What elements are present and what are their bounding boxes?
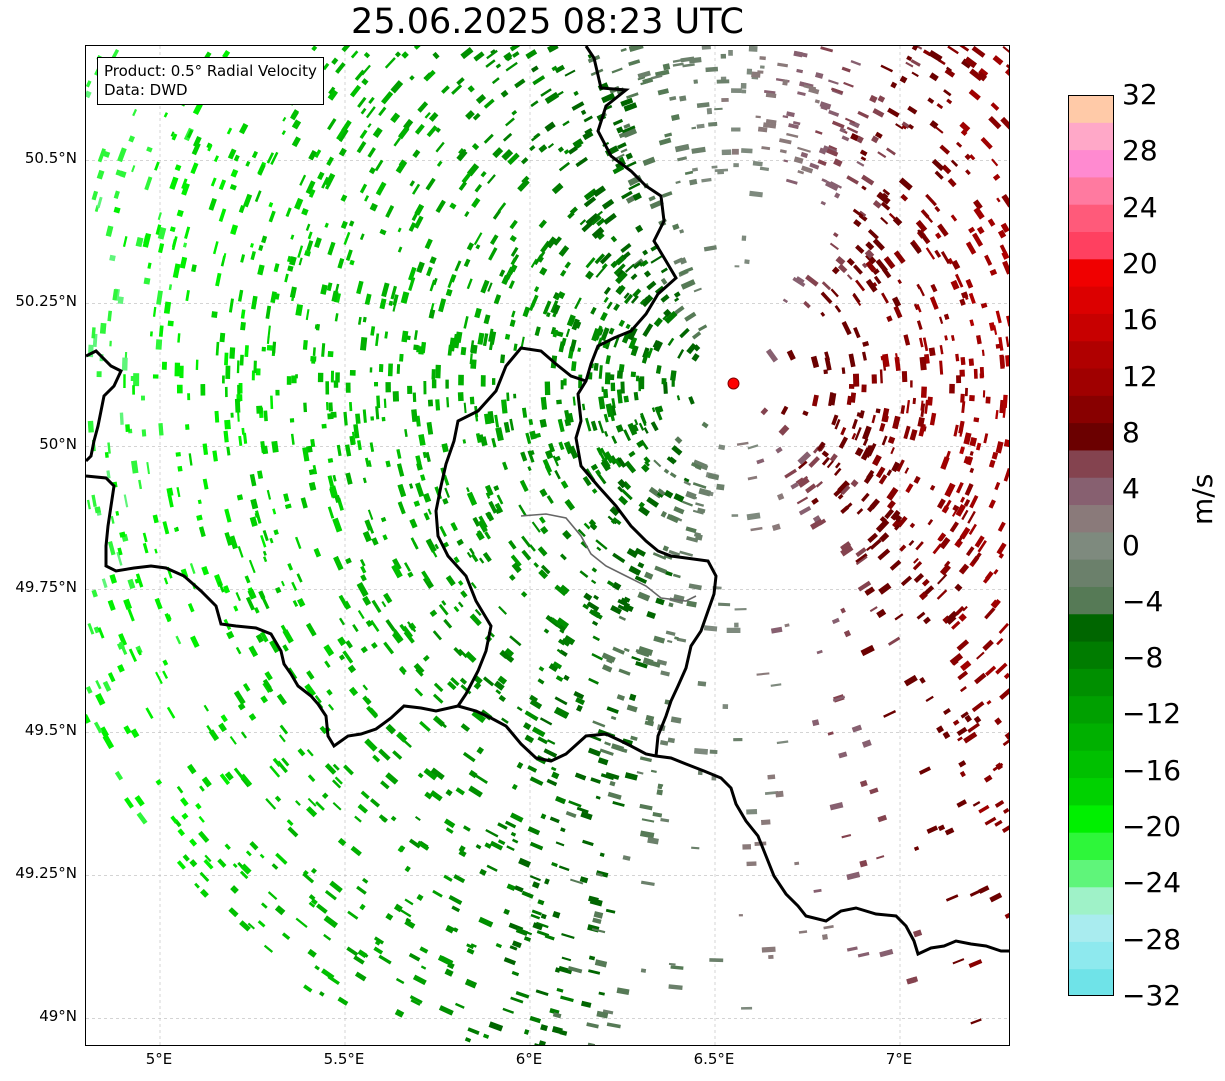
lon-tick-label: 5.5°E — [323, 1050, 365, 1068]
border-line-be-fr — [86, 474, 459, 749]
colorbar-tick-label: −32 — [1122, 979, 1182, 1012]
info-box: Product: 0.5° Radial Velocity Data: DWD — [97, 57, 324, 105]
colorbar-frame — [1068, 95, 1114, 996]
radar-site-marker — [727, 377, 740, 390]
colorbar-segment — [1068, 122, 1114, 151]
colorbar-tick-label: 16 — [1122, 303, 1158, 337]
colorbar-segment — [1068, 641, 1114, 669]
colorbar-segment — [1068, 286, 1114, 314]
colorbar-segment — [1068, 832, 1114, 860]
border-line-nl-be — [86, 349, 123, 463]
border-line-be-lux — [434, 346, 587, 707]
lon-tick-label: 7°E — [885, 1050, 913, 1068]
colorbar-segment — [1068, 258, 1114, 287]
colorbar-segment — [1068, 231, 1114, 260]
colorbar-segment — [1068, 968, 1114, 996]
colorbar-tick-label: −12 — [1122, 697, 1182, 731]
lat-tick-label: 50.25°N — [15, 292, 77, 311]
colorbar-segment — [1068, 149, 1114, 178]
colorbar-tick-label: −28 — [1122, 922, 1182, 956]
colorbar-tick-label: −16 — [1122, 753, 1182, 787]
colorbar-segment — [1068, 613, 1114, 642]
colorbar-unit-label: m/s — [1186, 473, 1219, 525]
colorbar-segment — [1068, 176, 1114, 205]
colorbar-tick-label: −8 — [1122, 641, 1164, 675]
lat-tick-label: 49.5°N — [24, 721, 77, 740]
colorbar-segment — [1068, 668, 1114, 697]
colorbar-segment — [1068, 750, 1114, 779]
colorbar-tick-label: 4 — [1122, 472, 1140, 506]
colorbar-segment — [1068, 559, 1114, 587]
colorbar-tick-label: 0 — [1122, 528, 1140, 562]
lon-tick-label: 6°E — [515, 1050, 543, 1068]
colorbar-segment — [1068, 368, 1114, 396]
colorbar-segment — [1068, 504, 1114, 533]
radar-echoes — [86, 46, 1009, 1045]
colorbar-tick-label: −4 — [1122, 584, 1164, 618]
colorbar-tick-label: 12 — [1122, 359, 1158, 393]
border-line-lux-de — [574, 46, 718, 757]
colorbar-segment — [1068, 449, 1114, 478]
lon-tick-label: 5°E — [145, 1050, 173, 1068]
colorbar-segment — [1068, 422, 1114, 451]
country-borders — [86, 46, 1009, 957]
lat-tick-label: 49.25°N — [15, 864, 77, 883]
colorbar-segment — [1068, 804, 1114, 833]
map-title: 25.06.2025 08:23 UTC — [351, 2, 744, 42]
internal-boundary — [520, 513, 697, 602]
colorbar-tick-label: 32 — [1122, 78, 1158, 111]
colorbar-tick-label: 8 — [1122, 415, 1140, 449]
colorbar-segment — [1068, 941, 1114, 970]
lat-tick-label: 50°N — [39, 435, 77, 454]
colorbar-segment — [1068, 586, 1114, 615]
info-product: Product: 0.5° Radial Velocity — [104, 62, 317, 80]
colorbar-segment — [1068, 859, 1114, 888]
lat-tick-label: 49°N — [39, 1007, 77, 1026]
colorbar-segment — [1068, 914, 1114, 942]
colorbar-segment — [1068, 340, 1114, 369]
colorbar-segment — [1068, 886, 1114, 915]
colorbar-tick-label: −24 — [1122, 866, 1182, 900]
colorbar-segment — [1068, 395, 1114, 424]
colorbar-segment — [1068, 722, 1114, 751]
lon-tick-label: 6.5°E — [693, 1050, 735, 1068]
colorbar-segment — [1068, 777, 1114, 806]
colorbar-segment — [1068, 204, 1114, 233]
colorbar-segment — [1068, 695, 1114, 724]
colorbar — [1068, 95, 1114, 996]
border-line-lux-fr — [457, 704, 1009, 957]
lat-tick-label: 50.5°N — [24, 149, 77, 168]
lat-tick-label: 49.75°N — [15, 578, 77, 597]
radar-map — [86, 46, 1009, 1045]
colorbar-segment — [1068, 477, 1114, 506]
colorbar-tick-label: 28 — [1122, 134, 1158, 168]
colorbar-tick-label: 20 — [1122, 246, 1158, 280]
radar-map-panel[interactable] — [85, 45, 1010, 1046]
colorbar-segment — [1068, 313, 1114, 342]
colorbar-tick-label: −20 — [1122, 810, 1182, 844]
colorbar-tick-label: 24 — [1122, 190, 1158, 224]
colorbar-segment — [1068, 531, 1114, 560]
colorbar-segment — [1068, 95, 1114, 123]
info-source: Data: DWD — [104, 81, 188, 99]
